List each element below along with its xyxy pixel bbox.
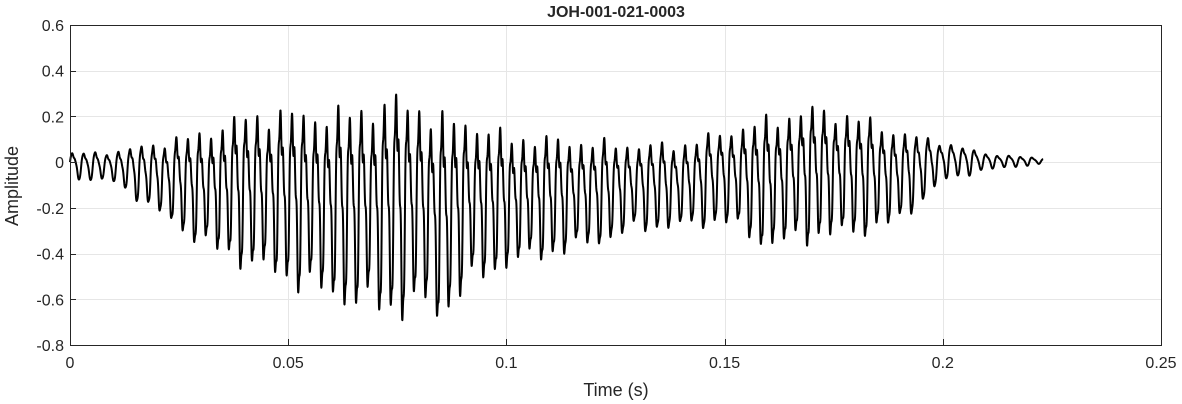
series-layer <box>69 93 1044 322</box>
axis-ticks <box>70 25 1162 346</box>
y-tick-label: -0.4 <box>36 247 64 264</box>
plot-frame <box>70 25 1162 346</box>
y-tick-label: -0.2 <box>36 201 64 218</box>
x-axis-label: Time (s) <box>583 380 648 400</box>
x-tick-label: 0 <box>66 355 75 372</box>
x-tick-label: 0.2 <box>932 355 954 372</box>
chart-title: JOH-001-021-0003 <box>547 4 685 21</box>
x-axis-tick-labels: 0 0.05 0.1 0.15 0.2 0.25 <box>66 355 1177 372</box>
y-tick-label: 0.6 <box>42 18 64 35</box>
amplitude-waveform-line <box>69 93 1044 322</box>
grid-lines <box>70 25 1161 345</box>
y-tick-label: -0.6 <box>36 292 64 309</box>
y-axis-label: Amplitude <box>2 146 22 226</box>
x-tick-label: 0.15 <box>709 355 740 372</box>
x-tick-label: 0.1 <box>495 355 517 372</box>
y-tick-label: 0.2 <box>42 109 64 126</box>
y-axis-tick-labels: -0.8 -0.6 -0.4 -0.2 0 0.2 0.4 0.6 <box>36 18 64 355</box>
y-tick-label: 0 <box>55 155 64 172</box>
x-tick-label: 0.25 <box>1145 355 1176 372</box>
y-tick-label: 0.4 <box>42 64 64 81</box>
x-tick-label: 0.05 <box>273 355 304 372</box>
y-tick-label: -0.8 <box>36 338 64 355</box>
